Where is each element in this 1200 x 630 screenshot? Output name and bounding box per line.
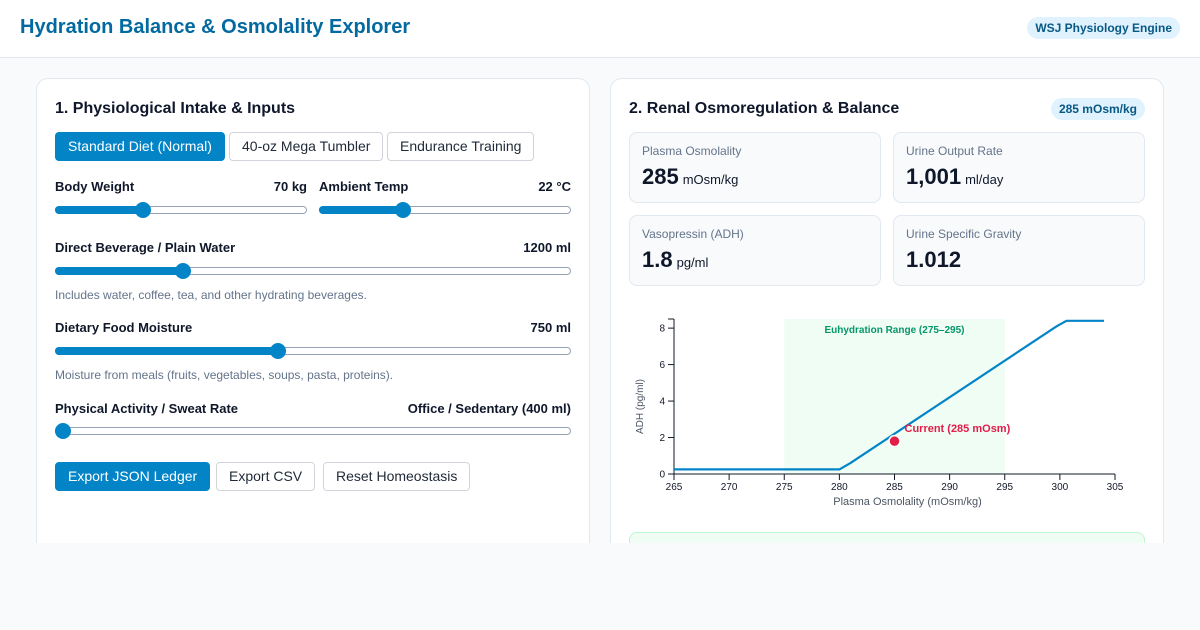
metric-unit: mOsm/kg (682, 172, 739, 187)
slider-thumb[interactable] (55, 423, 71, 439)
slider-thumb[interactable] (394, 202, 411, 218)
x-tick-label: 290 (941, 482, 958, 493)
slider-track (55, 427, 571, 435)
ambient-temp-label: Ambient Temp (319, 179, 409, 194)
metric-label: Urine Specific Gravity (906, 227, 1022, 241)
preset-standard-diet-button[interactable]: Standard Diet (Normal) (55, 132, 225, 161)
x-tick-label: 300 (1052, 482, 1069, 493)
x-tick-label: 265 (666, 482, 683, 493)
beverage-slider[interactable] (55, 263, 571, 279)
x-tick-label: 295 (996, 482, 1013, 493)
activity-slider[interactable] (55, 423, 571, 439)
euhydration-band-label: Euhydration Range (275–295) (824, 325, 964, 336)
app-title: Hydration Balance & Osmolality Explorer (20, 16, 411, 38)
intake-panel-title: 1. Physiological Intake & Inputs (55, 100, 296, 117)
slider-fill (319, 206, 403, 214)
osmolality-status-pill: 285 mOsm/kg (1050, 98, 1145, 120)
beverage-value: 1200 ml (523, 240, 571, 255)
preset-endurance-training-button[interactable]: Endurance Training (387, 132, 535, 161)
y-tick-label: 4 (659, 397, 665, 408)
metric-unit: ml/day (965, 172, 1004, 187)
current-point-marker (888, 434, 901, 448)
balance-status-callout (629, 532, 1145, 543)
export-csv-button[interactable]: Export CSV (216, 462, 316, 491)
metric-value: 1,001 ml/day (906, 164, 1003, 190)
activity-value: Office / Sedentary (400 ml) (407, 401, 571, 416)
slider-fill (55, 347, 278, 355)
y-tick-label: 0 (659, 470, 665, 481)
ambient-temp-value: 22 °C (538, 179, 571, 194)
renal-panel-title: 2. Renal Osmoregulation & Balance (629, 100, 900, 117)
metric-number: 1.8 (642, 247, 673, 272)
metric-number: 1,001 (906, 164, 962, 189)
metric-value: 285 mOsm/kg (642, 164, 738, 190)
food-moisture-label: Dietary Food Moisture (55, 320, 193, 335)
metric-unit: pg/ml (676, 255, 709, 270)
x-tick-label: 275 (776, 482, 793, 493)
y-axis-title: ADH (pg/ml) (635, 379, 646, 434)
euhydration-band (784, 319, 1005, 474)
metric-number: 1.012 (906, 247, 962, 272)
x-tick-label: 270 (721, 482, 738, 493)
food-moisture-slider[interactable] (55, 343, 571, 359)
urine-output-card: Urine Output Rate 1,001 ml/day (893, 132, 1145, 203)
top-bar: Hydration Balance & Osmolality Explorer … (0, 0, 1200, 58)
food-moisture-value: 750 ml (530, 320, 571, 335)
metric-label: Urine Output Rate (906, 144, 1003, 158)
beverage-label: Direct Beverage / Plain Water (55, 240, 236, 255)
activity-label: Physical Activity / Sweat Rate (55, 401, 239, 416)
y-tick-label: 8 (659, 324, 665, 335)
body-weight-value: 70 kg (273, 179, 307, 194)
slider-thumb[interactable] (270, 343, 286, 359)
body-weight-slider[interactable] (55, 202, 307, 218)
body-weight-label: Body Weight (55, 179, 135, 194)
x-tick-label: 280 (831, 482, 848, 493)
engine-badge: WSJ Physiology Engine (1027, 17, 1180, 39)
metric-label: Plasma Osmolality (642, 144, 742, 158)
slider-fill (55, 206, 144, 214)
slider-thumb[interactable] (175, 263, 191, 279)
export-json-button[interactable]: Export JSON Ledger (55, 462, 211, 491)
adh-response-chart: Euhydration Range (275–295) 0 2 4 6 8 265 270 27… (635, 318, 1124, 508)
slider-thumb[interactable] (135, 202, 152, 218)
metric-value: 1.012 (906, 247, 965, 273)
plasma-osmolality-card: Plasma Osmolality 285 mOsm/kg (629, 132, 881, 203)
x-tick-label: 285 (886, 482, 903, 493)
x-tick-label: 305 (1107, 482, 1124, 493)
preset-mega-tumbler-button[interactable]: 40-oz Mega Tumbler (229, 132, 384, 161)
reset-homeostasis-button[interactable]: Reset Homeostasis (323, 462, 471, 491)
main-content: 1. Physiological Intake & Inputs Standar… (0, 58, 1200, 543)
slider-fill (55, 267, 183, 275)
y-tick-label: 6 (659, 360, 665, 371)
x-axis-title: Plasma Osmolality (mOsm/kg) (833, 496, 982, 508)
vasopressin-card: Vasopressin (ADH) 1.8 pg/ml (629, 215, 881, 286)
metric-label: Vasopressin (ADH) (642, 227, 744, 241)
y-tick-label: 2 (659, 433, 665, 444)
metric-number: 285 (642, 164, 679, 189)
food-moisture-hint: Moisture from meals (fruits, vegetables,… (55, 368, 394, 382)
renal-panel: 2. Renal Osmoregulation & Balance 285 mO… (610, 78, 1164, 543)
ambient-temp-slider[interactable] (319, 202, 571, 218)
adh-response-line (674, 319, 1104, 471)
specific-gravity-card: Urine Specific Gravity 1.012 (893, 215, 1145, 286)
current-point-label: Current (285 mOsm) (905, 423, 1011, 435)
intake-panel: 1. Physiological Intake & Inputs Standar… (36, 78, 590, 543)
beverage-hint: Includes water, coffee, tea, and other h… (55, 288, 367, 302)
metric-value: 1.8 pg/ml (642, 247, 708, 273)
